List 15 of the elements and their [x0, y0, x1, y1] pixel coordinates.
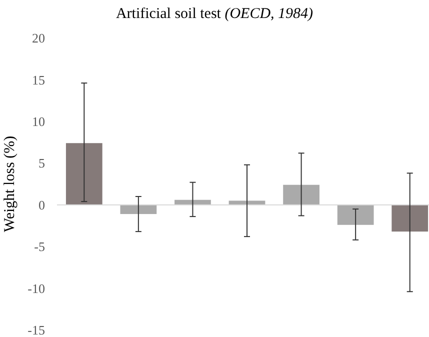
bar [283, 184, 320, 205]
y-tick-label: 15 [32, 72, 45, 88]
bar [392, 204, 428, 232]
y-tick-label: 20 [32, 30, 45, 46]
bar [337, 204, 374, 225]
chart-title: Artificial soil test (OECD, 1984) [116, 6, 314, 22]
y-tick-label: -15 [28, 322, 45, 337]
y-tick-label: -5 [34, 239, 45, 254]
bar [120, 204, 157, 214]
y-axis-title: Weight loss (%) [2, 136, 18, 232]
y-tick-label: 10 [32, 114, 45, 129]
bar [66, 143, 102, 205]
y-tick-label: 0 [38, 197, 45, 212]
y-tick-label: -10 [28, 280, 45, 296]
y-tick-label: 5 [38, 156, 45, 171]
